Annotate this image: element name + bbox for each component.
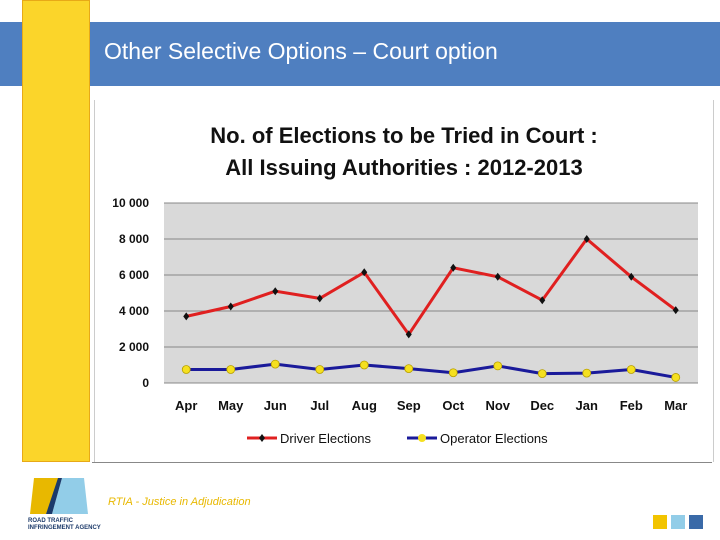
series-line-0 bbox=[185, 236, 677, 338]
data-point bbox=[582, 368, 592, 378]
y-tick-label: 8 000 bbox=[119, 232, 149, 246]
x-tick-label: Mar bbox=[664, 398, 687, 413]
y-tick-label: 6 000 bbox=[119, 268, 149, 282]
svg-text:ROAD TRAFFIC: ROAD TRAFFIC bbox=[28, 518, 74, 524]
data-point bbox=[537, 369, 547, 379]
x-tick-label: Feb bbox=[620, 398, 643, 413]
data-point bbox=[183, 312, 190, 321]
x-tick-label: Jun bbox=[264, 398, 287, 413]
data-point bbox=[272, 287, 279, 296]
series-line-1 bbox=[186, 362, 677, 379]
legend-label: Operator Elections bbox=[440, 431, 548, 446]
accent-square bbox=[653, 515, 667, 529]
chart-container: No. of Elections to be Tried in Court : A… bbox=[94, 100, 714, 462]
x-tick-label: Dec bbox=[530, 398, 554, 413]
accent-square bbox=[689, 515, 703, 529]
x-tick-label: Jul bbox=[310, 398, 329, 413]
slide-title: Other Selective Options – Court option bbox=[104, 38, 498, 64]
data-point bbox=[539, 296, 546, 305]
x-tick-label: Nov bbox=[485, 398, 510, 413]
x-tick-label: Sep bbox=[397, 398, 421, 413]
data-point bbox=[583, 235, 590, 243]
footer-divider bbox=[92, 462, 712, 463]
data-point bbox=[450, 263, 457, 272]
data-point bbox=[270, 359, 280, 369]
x-tick-label: Apr bbox=[175, 398, 197, 413]
data-point bbox=[226, 365, 236, 374]
x-tick-label: Jan bbox=[576, 398, 598, 413]
legend-marker bbox=[259, 434, 265, 442]
data-point bbox=[672, 306, 679, 315]
data-point bbox=[315, 365, 325, 374]
data-point bbox=[404, 364, 414, 374]
svg-text:INFRINGEMENT AGENCY: INFRINGEMENT AGENCY bbox=[28, 525, 101, 531]
header-band bbox=[0, 22, 720, 86]
data-point bbox=[181, 365, 191, 374]
data-point bbox=[227, 302, 234, 311]
y-tick-label: 4 000 bbox=[119, 304, 149, 318]
y-tick-label: 10 000 bbox=[112, 196, 149, 210]
data-point bbox=[448, 368, 458, 378]
data-point bbox=[405, 330, 412, 339]
data-point bbox=[316, 294, 323, 303]
accent-bar bbox=[22, 0, 90, 462]
footer-text: RTIA - Justice in Adjudication bbox=[108, 496, 251, 508]
chart-subtitle: All Issuing Authorities : 2012-2013 bbox=[225, 155, 582, 180]
line-chart: No. of Elections to be Tried in Court : A… bbox=[112, 123, 698, 446]
data-point bbox=[359, 360, 369, 370]
data-point bbox=[628, 272, 635, 281]
data-point bbox=[671, 373, 681, 382]
accent-square bbox=[671, 515, 685, 529]
y-tick-label: 0 bbox=[142, 376, 149, 390]
chart-title: No. of Elections to be Tried in Court : bbox=[210, 123, 597, 148]
data-point bbox=[493, 361, 503, 371]
plot-area bbox=[164, 203, 698, 383]
data-point bbox=[361, 268, 368, 277]
data-point bbox=[626, 365, 636, 374]
data-point bbox=[494, 272, 501, 281]
x-tick-label: Oct bbox=[442, 398, 464, 413]
y-tick-label: 2 000 bbox=[119, 340, 149, 354]
rtia-logo: ROAD TRAFFIC INFRINGEMENT AGENCY bbox=[28, 478, 101, 531]
x-tick-label: May bbox=[218, 398, 244, 413]
x-tick-label: Aug bbox=[352, 398, 377, 413]
legend-marker bbox=[418, 434, 426, 442]
legend-label: Driver Elections bbox=[280, 431, 372, 446]
